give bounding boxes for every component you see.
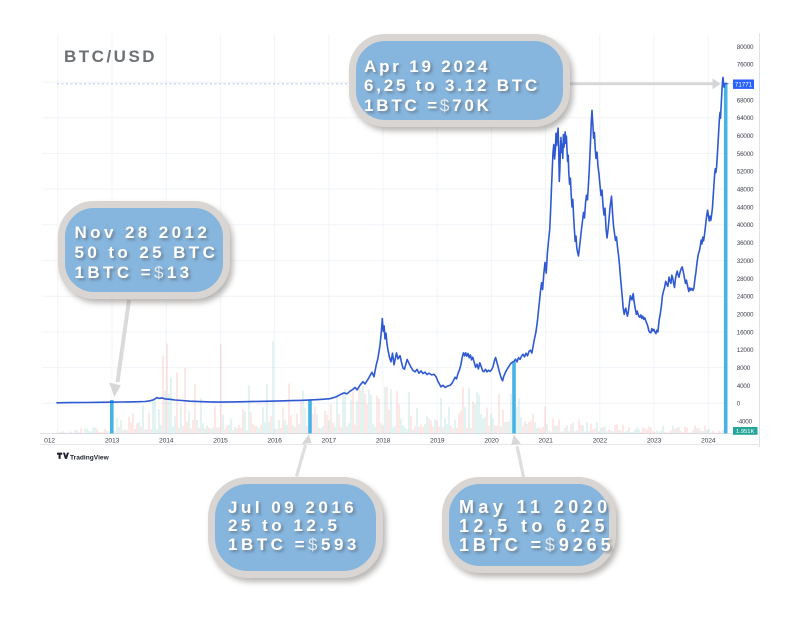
svg-text:2016: 2016 — [267, 437, 282, 444]
svg-text:2023: 2023 — [647, 437, 662, 444]
svg-text:1.951K: 1.951K — [736, 429, 755, 435]
svg-text:40000: 40000 — [737, 222, 754, 229]
svg-text:56000: 56000 — [737, 151, 754, 158]
svg-text:68000: 68000 — [737, 97, 754, 104]
svg-text:44000: 44000 — [737, 204, 754, 211]
svg-text:TradingView: TradingView — [70, 454, 110, 461]
svg-text:60000: 60000 — [737, 133, 754, 140]
svg-text:2013: 2013 — [105, 437, 120, 444]
svg-text:36000: 36000 — [737, 240, 754, 247]
svg-text:2021: 2021 — [538, 437, 553, 444]
svg-text:2020: 2020 — [484, 437, 499, 444]
svg-text:2024: 2024 — [701, 437, 716, 444]
svg-text:28000: 28000 — [737, 276, 754, 283]
svg-text:52000: 52000 — [737, 169, 754, 176]
svg-text:2018: 2018 — [376, 437, 391, 444]
svg-text:2019: 2019 — [430, 437, 445, 444]
svg-text:76000: 76000 — [737, 62, 754, 69]
svg-text:48000: 48000 — [737, 187, 754, 194]
svg-text:012: 012 — [44, 437, 55, 444]
svg-text:-4000: -4000 — [737, 419, 753, 426]
svg-text:24000: 24000 — [737, 294, 754, 301]
svg-text:2017: 2017 — [322, 437, 337, 444]
svg-text:80000: 80000 — [737, 44, 754, 51]
svg-text:12000: 12000 — [737, 347, 754, 354]
svg-text:8000: 8000 — [737, 365, 751, 372]
svg-text:16000: 16000 — [737, 329, 754, 336]
svg-text:2022: 2022 — [593, 437, 608, 444]
svg-text:4000: 4000 — [737, 383, 751, 390]
svg-text:32000: 32000 — [737, 258, 754, 265]
svg-text:64000: 64000 — [737, 115, 754, 122]
svg-text:20000: 20000 — [737, 311, 754, 318]
svg-text:71771: 71771 — [735, 82, 753, 89]
svg-text:2014: 2014 — [159, 437, 174, 444]
svg-text:2015: 2015 — [213, 437, 228, 444]
svg-text:0: 0 — [737, 401, 741, 408]
